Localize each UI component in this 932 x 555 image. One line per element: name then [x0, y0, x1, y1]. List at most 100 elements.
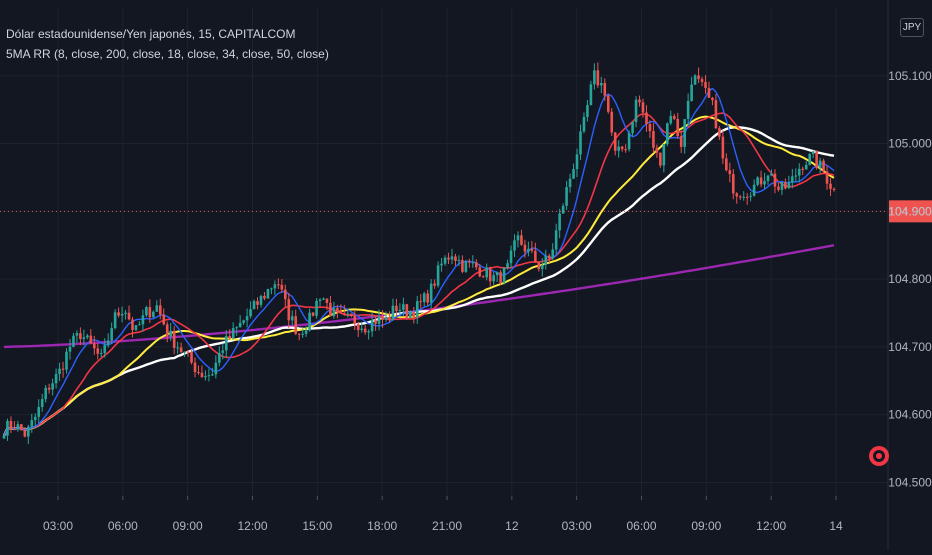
time-tick-label: 09:00	[691, 519, 721, 533]
candle-body	[211, 374, 214, 376]
candle-body	[436, 265, 440, 286]
candle-body	[808, 154, 811, 165]
time-tick-label: 03:00	[43, 519, 73, 533]
candle-body	[346, 313, 350, 315]
candle-body	[221, 350, 225, 353]
candle-body	[155, 305, 159, 312]
candle-body	[728, 170, 732, 175]
ma-18-line	[3, 112, 835, 437]
price-axis: 104.500 104.600 104.700 104.800 104.900 105.0…	[887, 0, 932, 550]
candle-body	[481, 276, 485, 278]
candle-body	[287, 299, 291, 321]
candle-body	[228, 336, 232, 339]
candle-body	[141, 315, 145, 325]
candle-body	[752, 184, 756, 196]
candle-body	[770, 173, 773, 176]
candle-body	[377, 316, 381, 324]
candle-body	[33, 416, 37, 421]
candle-body	[172, 330, 176, 348]
candle-body	[742, 196, 746, 198]
candle-body	[631, 122, 634, 134]
candle-body	[238, 322, 242, 328]
candle-body	[731, 174, 735, 194]
candle-body	[433, 283, 436, 286]
candle-body	[103, 345, 107, 353]
candle-body	[9, 420, 13, 430]
candle-body	[773, 173, 777, 187]
candle-body	[162, 314, 166, 325]
ma-50-line	[2, 126, 835, 437]
candle-body	[610, 111, 614, 133]
candle-body	[16, 424, 20, 430]
candle-body	[745, 196, 749, 198]
candle-body	[794, 175, 798, 177]
candle-body	[336, 308, 339, 311]
candle-body	[152, 311, 155, 318]
price-tick-label: 104.700	[888, 340, 932, 354]
candle-body	[395, 305, 398, 312]
candle-body	[801, 168, 805, 170]
candle-body	[381, 316, 384, 320]
candle-body	[565, 187, 568, 206]
candle-body	[186, 351, 190, 353]
candle-body	[568, 178, 572, 188]
candle-body	[412, 311, 416, 317]
candle-body	[499, 272, 502, 283]
candle-body	[488, 267, 492, 282]
candle-body	[811, 151, 815, 155]
candle-body	[700, 79, 704, 83]
candle-body	[148, 307, 152, 318]
candle-body	[256, 301, 259, 305]
candle-body	[40, 399, 44, 408]
candle-body	[113, 312, 117, 329]
candle-body	[6, 420, 9, 436]
candle-body	[280, 284, 284, 290]
candle-body	[527, 248, 530, 252]
candle-body	[468, 261, 471, 263]
price-tick-label: 104.600	[888, 408, 932, 422]
candle-body	[349, 313, 353, 316]
chart-settings-icon[interactable]	[867, 444, 891, 468]
ma-200-path	[3, 244, 835, 349]
candle-body	[815, 151, 818, 168]
candle-body	[495, 272, 499, 276]
ma-18-path	[3, 112, 835, 437]
candle-body	[471, 262, 475, 264]
candle-body	[106, 340, 110, 346]
candle-body	[263, 295, 266, 299]
candle-body	[391, 305, 395, 320]
time-tick-label: 09:00	[173, 519, 203, 533]
currency-badge[interactable]: JPY	[900, 18, 924, 37]
time-tick-label: 14	[829, 519, 843, 533]
candle-body	[534, 250, 537, 263]
candle-body	[134, 325, 138, 331]
candle-body	[613, 132, 617, 151]
candle-body	[179, 347, 183, 353]
candle-body	[804, 164, 808, 170]
candle-body	[329, 302, 332, 317]
candle-body	[169, 330, 172, 337]
candle-body	[363, 328, 367, 333]
price-tick-label: 104.800	[888, 272, 932, 286]
indicator-label[interactable]: 5MA RR (8, close, 200, close, 18, close,…	[6, 47, 329, 61]
candle-body	[252, 301, 256, 310]
candle-body	[72, 335, 75, 347]
candle-body	[509, 250, 513, 264]
candle-body	[624, 149, 627, 151]
candle-body	[54, 374, 58, 384]
candle-body	[283, 289, 287, 300]
candle-body	[422, 293, 426, 303]
candle-body	[617, 146, 620, 151]
candle-body	[322, 298, 325, 300]
candle-body	[697, 75, 700, 80]
candle-body	[603, 83, 607, 96]
time-tick-label: 12:00	[237, 519, 267, 533]
candle-body	[763, 181, 766, 185]
ma-34-path	[3, 115, 835, 437]
candle-body	[398, 309, 402, 312]
candle-body	[311, 312, 315, 316]
candle-body	[506, 263, 509, 269]
candle-body	[384, 316, 388, 320]
